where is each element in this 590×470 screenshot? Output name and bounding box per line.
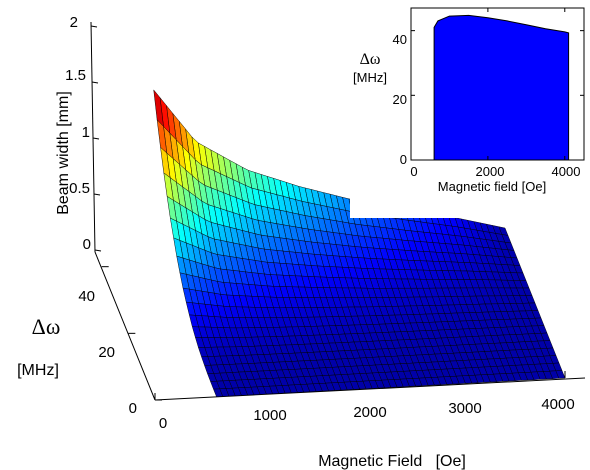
x-tick-label: 0 bbox=[159, 415, 167, 432]
z-tick-label: 0 bbox=[83, 236, 91, 253]
y-tick-label: 0 bbox=[129, 400, 137, 417]
z-tick-labels: 2 1.5 1 0.5 0 bbox=[65, 14, 91, 253]
z-tick-mark bbox=[90, 25, 98, 28]
z-tick-label: 2 bbox=[70, 14, 78, 31]
z-axis-label: Beam width [mm] bbox=[55, 91, 72, 215]
x-tick-label: 2000 bbox=[353, 404, 386, 421]
inset-y-axis-label-unit: [MHz] bbox=[353, 70, 387, 85]
inset-x-tick-label: 0 bbox=[410, 164, 417, 179]
z-axis-line bbox=[90, 21, 96, 253]
x-tick-label: 4000 bbox=[541, 396, 574, 413]
y-tick-labels: 40 20 0 bbox=[78, 288, 137, 417]
inset-tick-marks bbox=[410, 8, 584, 161]
z-tick-mark bbox=[91, 81, 99, 84]
x-tick-label: 3000 bbox=[448, 400, 481, 417]
inset-x-tick-label: 4000 bbox=[552, 164, 581, 179]
inset-area bbox=[433, 14, 570, 161]
inset-y-axis-label-symbol: Δω bbox=[360, 51, 381, 68]
y-tick-label: 40 bbox=[78, 288, 95, 305]
y-axis-label-unit: [MHz] bbox=[17, 362, 59, 379]
y-axis-label-symbol: Δω bbox=[32, 314, 61, 339]
z-tick-label: 0.5 bbox=[69, 180, 90, 197]
surface-patch bbox=[213, 388, 223, 397]
inset-y-tick-label: 20 bbox=[393, 92, 407, 107]
inset-chart: 40 20 0 0 2000 4000 Δω [MHz] Magnetic fi… bbox=[350, 0, 590, 218]
z-tick-mark bbox=[92, 137, 100, 140]
z-tick-label: 1.5 bbox=[65, 67, 86, 84]
inset-y-tick-label: 40 bbox=[393, 32, 407, 47]
inset-x-axis-label: Magnetic field [Oe] bbox=[438, 179, 546, 194]
x-tick-labels: 0 1000 2000 3000 4000 bbox=[159, 396, 575, 432]
z-tick-label: 1 bbox=[82, 124, 90, 141]
inset-y-tick-label: 0 bbox=[400, 152, 407, 167]
y-tick-label: 20 bbox=[98, 344, 115, 361]
z-tick-mark bbox=[93, 193, 101, 196]
x-tick-label: 1000 bbox=[253, 407, 286, 424]
surface-plot bbox=[153, 89, 566, 397]
inset-x-tick-label: 2000 bbox=[476, 164, 505, 179]
y-axis-line bbox=[94, 251, 156, 401]
z-tick-mark bbox=[94, 249, 102, 252]
x-axis-label: Magnetic Field [Oe] bbox=[318, 453, 466, 470]
